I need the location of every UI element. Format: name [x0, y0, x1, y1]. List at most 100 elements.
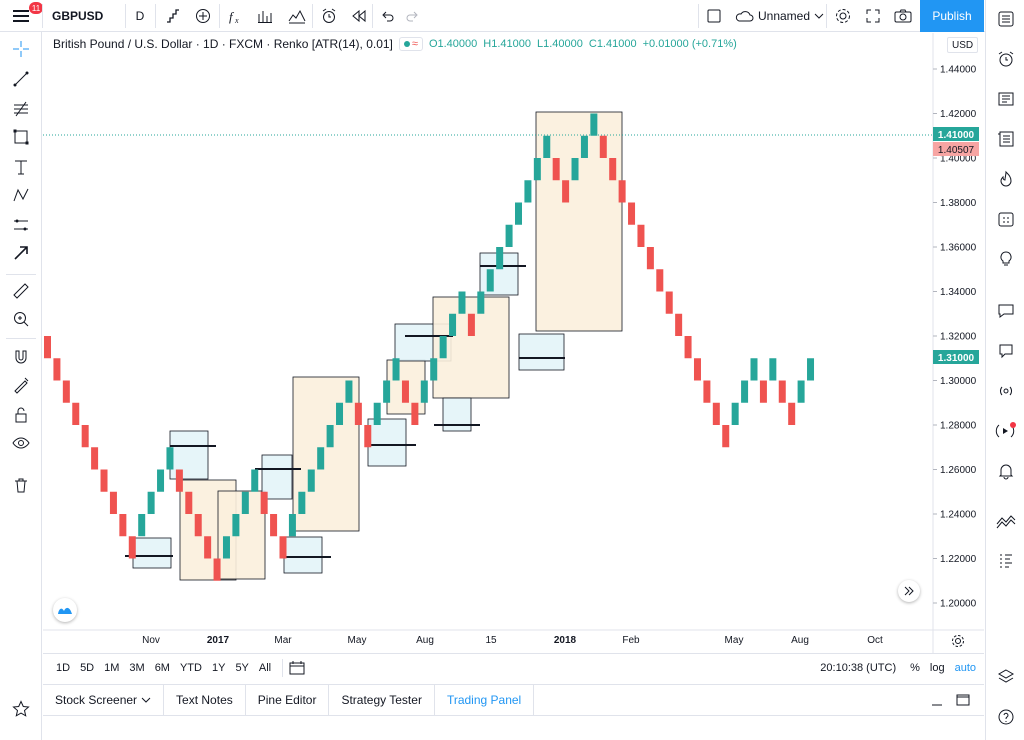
tab-pine-editor[interactable]: Pine Editor — [246, 684, 330, 716]
price-tick-label: 1.32000 — [940, 332, 977, 343]
streams-icon[interactable] — [993, 378, 1019, 404]
market-status-badge[interactable]: ≈ — [398, 37, 423, 51]
range-button-all[interactable]: All — [258, 661, 272, 674]
maximize-panel-icon[interactable] — [950, 693, 976, 707]
trendline-icon[interactable] — [8, 66, 34, 92]
news-icon[interactable] — [993, 86, 1019, 112]
dom-icon[interactable] — [993, 548, 1019, 574]
range-button-3m[interactable]: 3M — [129, 661, 145, 674]
drawing-rectangle[interactable] — [283, 536, 323, 574]
messages-icon[interactable] — [993, 338, 1019, 364]
renko-brick — [62, 380, 70, 403]
financials-icon[interactable] — [252, 0, 278, 32]
projection-tool-icon[interactable] — [8, 212, 34, 238]
data-window-icon[interactable] — [993, 126, 1019, 152]
price-scale[interactable]: 1.44000 1.42000 1.40000 1.38000 1.36000 1.340… — [933, 65, 977, 610]
drawing-rectangle[interactable] — [261, 454, 293, 500]
lock-drawings-icon[interactable] — [8, 372, 34, 398]
interval-button[interactable]: D — [135, 9, 145, 23]
chart-pane[interactable]: 1.44000 1.42000 1.40000 1.38000 1.36000 1.340… — [43, 33, 984, 653]
alert-icon[interactable] — [316, 0, 342, 32]
compare-icon[interactable] — [190, 0, 216, 32]
text-tool-icon[interactable] — [8, 154, 34, 180]
camera-icon[interactable] — [890, 0, 916, 32]
rectangle-tool-icon[interactable] — [8, 124, 34, 150]
chart-type-icon[interactable] — [160, 0, 186, 32]
ideas-lightbulb-icon[interactable] — [993, 246, 1019, 272]
settings-gear-icon[interactable] — [830, 0, 856, 32]
auto-toggle[interactable]: auto — [954, 661, 976, 674]
undo-icon[interactable] — [376, 0, 400, 32]
layers-icon[interactable] — [993, 664, 1019, 690]
minimize-panel-icon[interactable] — [924, 693, 950, 707]
range-button-5d[interactable]: 5D — [80, 661, 95, 674]
currency-button[interactable]: USD — [947, 37, 979, 53]
chart-patterns-icon[interactable] — [993, 508, 1019, 534]
fullscreen-toggle-icon[interactable] — [702, 0, 726, 32]
tab-strategy-tester[interactable]: Strategy Tester — [329, 684, 435, 716]
renko-brick — [731, 402, 739, 425]
eye-icon[interactable] — [8, 430, 34, 456]
renko-brick — [703, 380, 711, 403]
time-scale[interactable]: Nov 2017 Mar May Aug 15 2018 Feb May Aug Oct — [142, 635, 883, 646]
renko-brick — [345, 380, 353, 403]
trash-icon[interactable] — [8, 472, 34, 498]
drawing-rectangle[interactable] — [518, 333, 565, 371]
scroll-to-realtime-icon[interactable] — [898, 580, 920, 602]
help-icon[interactable] — [993, 704, 1019, 730]
price-tick-label: 1.28000 — [940, 421, 977, 432]
magnet-icon[interactable] — [8, 344, 34, 370]
hotlist-flame-icon[interactable] — [993, 166, 1019, 192]
notifications-bell-icon[interactable] — [993, 458, 1019, 484]
alarm-clock-icon[interactable] — [993, 46, 1019, 72]
drawing-rectangle[interactable] — [132, 537, 172, 569]
templates-icon[interactable] — [284, 0, 310, 32]
replay-icon[interactable] — [346, 0, 372, 32]
range-button-1y[interactable]: 1Y — [211, 661, 226, 674]
live-stream-icon[interactable] — [993, 418, 1019, 444]
range-button-1m[interactable]: 1M — [104, 661, 120, 674]
drawing-rectangle[interactable] — [217, 490, 266, 580]
log-toggle[interactable]: log — [929, 661, 945, 674]
zoom-in-icon[interactable] — [8, 306, 34, 332]
goto-date-icon[interactable] — [289, 660, 305, 675]
publish-button[interactable]: Publish — [920, 0, 984, 32]
crosshair-icon[interactable] — [8, 36, 34, 62]
time-scale-settings-icon[interactable] — [947, 633, 969, 649]
range-button-5y[interactable]: 5Y — [235, 661, 249, 674]
tab-text-notes[interactable]: Text Notes — [164, 684, 246, 716]
favorites-star-icon[interactable] — [8, 696, 34, 722]
legend-title[interactable]: British Pound / U.S. Dollar · 1D · FXCM … — [53, 37, 393, 51]
range-button-ytd[interactable]: YTD — [179, 661, 202, 674]
pattern-tool-icon[interactable] — [8, 182, 34, 208]
unlock-icon[interactable] — [8, 402, 34, 428]
symbol-search[interactable]: GBPUSD — [52, 9, 104, 23]
menu-icon[interactable]: 11 — [4, 0, 43, 32]
drawing-rectangle[interactable] — [169, 430, 209, 480]
range-button-1d[interactable]: 1D — [56, 661, 71, 674]
range-button-6m[interactable]: 6M — [154, 661, 170, 674]
watchlist-icon[interactable] — [993, 6, 1019, 32]
drawing-rectangle[interactable] — [535, 111, 623, 332]
chats-icon[interactable] — [993, 298, 1019, 324]
ruler-icon[interactable] — [8, 278, 34, 304]
renko-chart[interactable]: 1.44000 1.42000 1.40000 1.38000 1.36000 1.340… — [43, 33, 984, 653]
redo-icon[interactable] — [400, 0, 424, 32]
arrow-tool-icon[interactable] — [8, 240, 34, 266]
clock-time[interactable]: 20:10:38 (UTC) — [820, 661, 897, 674]
renko-brick — [364, 425, 372, 448]
renko-brick — [722, 425, 730, 448]
drawing-rectangle[interactable] — [442, 397, 472, 432]
percent-toggle[interactable]: % — [910, 661, 920, 674]
fib-tool-icon[interactable] — [8, 96, 34, 122]
drawing-rectangle[interactable] — [367, 418, 407, 467]
expand-icon[interactable] — [860, 0, 886, 32]
tab-stock-screener[interactable]: Stock Screener — [43, 684, 165, 716]
tradingview-logo-icon[interactable] — [53, 598, 77, 622]
renko-brick — [646, 247, 654, 270]
layout-name-button[interactable]: Unnamed — [732, 0, 826, 32]
calendar-icon[interactable] — [993, 206, 1019, 232]
tab-trading-panel[interactable]: Trading Panel — [435, 684, 535, 716]
